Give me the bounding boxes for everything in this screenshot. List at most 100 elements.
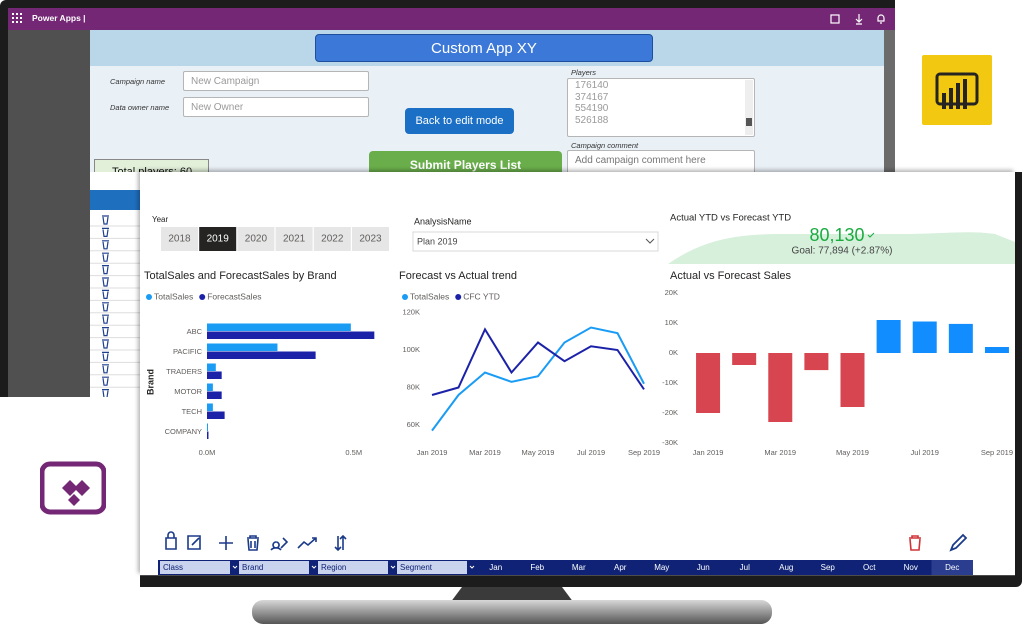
month-label[interactable]: Apr [614,563,627,572]
bar [207,411,225,419]
players-list[interactable]: 176140 374167 554190 526188 [567,78,755,137]
owner-label: Data owner name [110,103,170,112]
year-button[interactable] [275,227,313,251]
row-delete-icon[interactable] [102,265,109,275]
row-delete-icon[interactable] [102,227,109,237]
y-tick-label: 60K [407,420,420,429]
row-delete-icon[interactable] [102,215,109,225]
x-tick-label: May 2019 [836,448,869,457]
bar [876,320,901,353]
app-title: Power Apps | [32,13,86,23]
slicer-label: Year [152,215,169,224]
filter-dropdown[interactable] [397,561,467,574]
bar [207,431,209,439]
row-delete-icon[interactable] [102,376,109,386]
row-delete-icon[interactable] [102,389,109,397]
filter-dropdown[interactable] [239,561,309,574]
bar [207,351,316,359]
month-label[interactable]: May [654,563,669,572]
year-button[interactable] [199,227,237,251]
row-delete-icon[interactable] [102,289,109,299]
year-button[interactable] [313,227,351,251]
chevron[interactable] [645,238,655,244]
line [431,327,645,396]
year-button[interactable] [352,227,389,251]
y-tick-label: 0K [669,348,678,357]
month-label[interactable]: Oct [863,563,876,572]
bar [207,423,208,431]
bar [207,343,278,351]
year-label: 2023 [359,234,382,245]
y-tick-label: ABC [187,327,203,336]
chart-title: Forecast vs Actual trend [399,270,517,282]
month-label[interactable]: Aug [779,563,793,572]
filter-label: Brand [242,563,263,572]
month-label[interactable]: Mar [572,563,586,572]
comment-input[interactable]: Add campaign comment here [567,150,755,174]
campaign-label: Campaign name [110,77,166,86]
row-delete-icon[interactable] [102,277,109,287]
row-delete-icon[interactable] [102,240,109,250]
year-button[interactable] [161,227,198,251]
month-label[interactable]: Dec [945,563,959,572]
player[interactable]: 554190 [575,103,609,114]
delete-icon[interactable] [909,535,921,551]
month-label[interactable]: Nov [904,563,918,572]
month-label[interactable]: Feb [530,563,544,572]
kpi-goal: Goal: 77,894 (+2.87%) [792,246,893,257]
x-tick-label: Jul 2019 [577,448,605,457]
dropdown[interactable] [412,231,659,252]
year-label: 2020 [245,234,268,245]
month-label[interactable]: Sep [821,563,836,572]
report: Year AnalysisName Plan 2019 Actual YTD v… [140,172,1015,575]
filter-dropdown[interactable] [160,561,230,574]
row-delete-icon[interactable] [102,314,109,324]
bar [207,331,375,339]
month-label[interactable]: Jan [489,563,502,572]
month-highlight[interactable] [931,560,974,575]
title-bar-icons[interactable] [828,12,890,26]
bar [804,353,829,371]
players-label: Players [571,68,597,77]
y-tick-label: COMPANY [165,427,202,436]
header-button[interactable]: Custom App XY [315,34,653,62]
edit-icon[interactable] [949,533,968,552]
filter-chevron [469,565,475,569]
row-delete-icon[interactable] [102,252,109,262]
month-label[interactable]: Jul [740,563,750,572]
row-delete-icon[interactable] [102,339,109,349]
row-delete-icon[interactable] [102,364,109,374]
campaign-input[interactable]: New Campaign [183,71,369,91]
filter-dropdown[interactable] [318,561,388,574]
report-canvas: Year AnalysisName Plan 2019 Actual YTD v… [144,213,1015,575]
bar [912,321,937,353]
filter-label: Region [321,563,346,572]
player[interactable]: 374167 [575,91,609,103]
filter-label: Class [163,563,183,572]
year-label: 2019 [207,234,230,245]
filter-chevron [311,565,317,569]
bar [696,353,721,413]
x-tick-label: 0.5M [345,448,362,457]
y-tick-label: -30K [662,438,678,447]
toolbar[interactable] [165,531,347,552]
y-tick-label: 80K [407,382,420,391]
waffle-icon[interactable] [12,13,24,25]
owner-input[interactable]: New Owner [183,97,369,117]
player[interactable]: 176140 [575,80,609,91]
scrollbar[interactable] [745,80,753,135]
chart-title: Actual vs Forecast Sales [670,270,792,282]
legend-marker [146,294,152,300]
player[interactable]: 526188 [575,114,609,126]
row-delete-icon[interactable] [102,302,109,312]
back-button[interactable]: Back to edit mode [405,108,514,134]
x-tick-label: Mar 2019 [764,448,796,457]
filter-label: Segment [400,563,433,572]
dropdown-value: Plan 2019 [417,236,458,246]
x-tick-label: 0.0M [199,448,216,457]
row-delete-icon[interactable] [102,351,109,361]
row-delete-icon[interactable] [102,327,109,337]
month-label[interactable]: Jun [697,563,710,572]
year-button[interactable] [237,227,275,251]
bar [732,353,757,365]
